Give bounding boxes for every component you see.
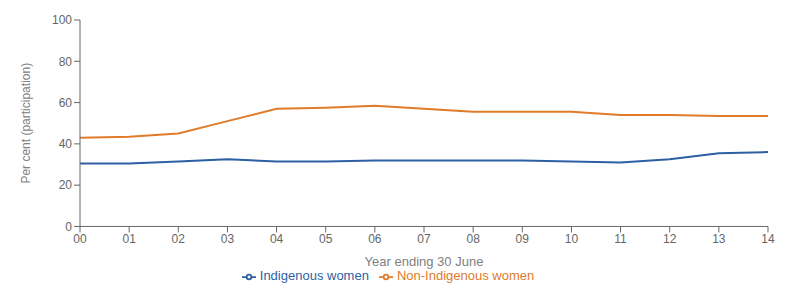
- svg-text:08: 08: [466, 232, 480, 246]
- svg-text:05: 05: [319, 232, 333, 246]
- svg-text:03: 03: [221, 232, 235, 246]
- html-text:Non-Indigenous women: Non-Indigenous women: [396, 268, 535, 284]
- svg-text:60: 60: [59, 96, 73, 110]
- svg-text:20: 20: [59, 178, 73, 192]
- svg-text:09: 09: [516, 232, 530, 246]
- svg-text:01: 01: [122, 232, 136, 246]
- svg-text:Per cent (participation): Per cent (participation): [19, 63, 33, 184]
- svg-text:12: 12: [663, 232, 677, 246]
- svg-text:11: 11: [614, 232, 627, 246]
- svg-text:10: 10: [565, 232, 579, 246]
- svg-text:00: 00: [73, 232, 87, 246]
- svg-text:07: 07: [417, 232, 431, 246]
- svg-text:Year ending 30 June: Year ending 30 June: [365, 254, 484, 269]
- svg-text:04: 04: [270, 232, 284, 246]
- svg-text:0: 0: [65, 220, 72, 234]
- svg-text:13: 13: [712, 232, 726, 246]
- svg-text:100: 100: [52, 13, 72, 27]
- svg-text:14: 14: [761, 232, 775, 246]
- svg-text:02: 02: [172, 232, 186, 246]
- svg-text:40: 40: [59, 137, 73, 151]
- svg-text:06: 06: [368, 232, 382, 246]
- html-text:Indigenous women: Indigenous women: [259, 268, 369, 284]
- svg-text:80: 80: [59, 55, 73, 69]
